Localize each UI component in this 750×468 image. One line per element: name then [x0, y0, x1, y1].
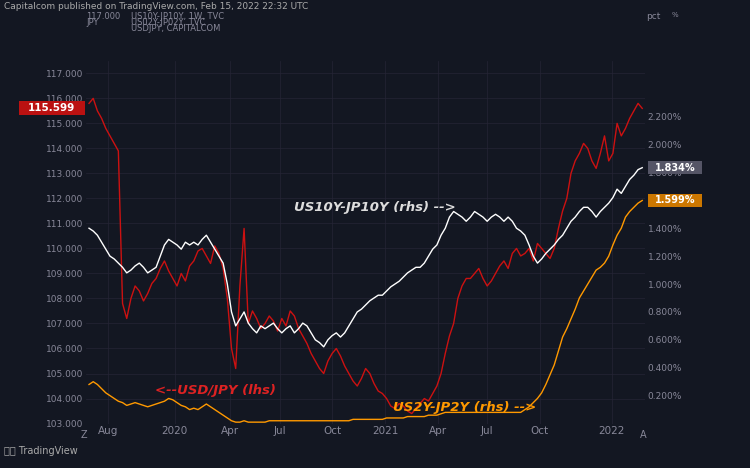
Text: 117.000: 117.000: [86, 12, 121, 21]
Text: US2Y-JP2Y (rhs) -->: US2Y-JP2Y (rhs) -->: [393, 401, 536, 414]
Text: pct: pct: [646, 12, 661, 21]
Text: US10Y-JP10Y (rhs) -->: US10Y-JP10Y (rhs) -->: [294, 201, 455, 214]
Text: Capitalcom published on TradingView.com, Feb 15, 2022 22:32 UTC: Capitalcom published on TradingView.com,…: [4, 2, 308, 11]
Text: A: A: [640, 430, 646, 440]
Text: %: %: [671, 12, 678, 18]
Text: 1.834%: 1.834%: [655, 163, 695, 173]
Text: <--USD/JPY (lhs): <--USD/JPY (lhs): [155, 383, 276, 396]
Text: 1.599%: 1.599%: [655, 196, 695, 205]
Text: ⧘⧘ TradingView: ⧘⧘ TradingView: [4, 446, 77, 456]
Text: US10Y-JP10Y, 1W, TVC: US10Y-JP10Y, 1W, TVC: [131, 12, 224, 21]
Text: USDJPY, CAPITALCOM: USDJPY, CAPITALCOM: [131, 24, 220, 33]
Text: Z: Z: [81, 430, 88, 440]
Text: 115.599: 115.599: [28, 103, 75, 113]
Text: JPY: JPY: [86, 18, 99, 27]
Text: US02Y-JP02Y, TVC: US02Y-JP02Y, TVC: [131, 18, 206, 27]
